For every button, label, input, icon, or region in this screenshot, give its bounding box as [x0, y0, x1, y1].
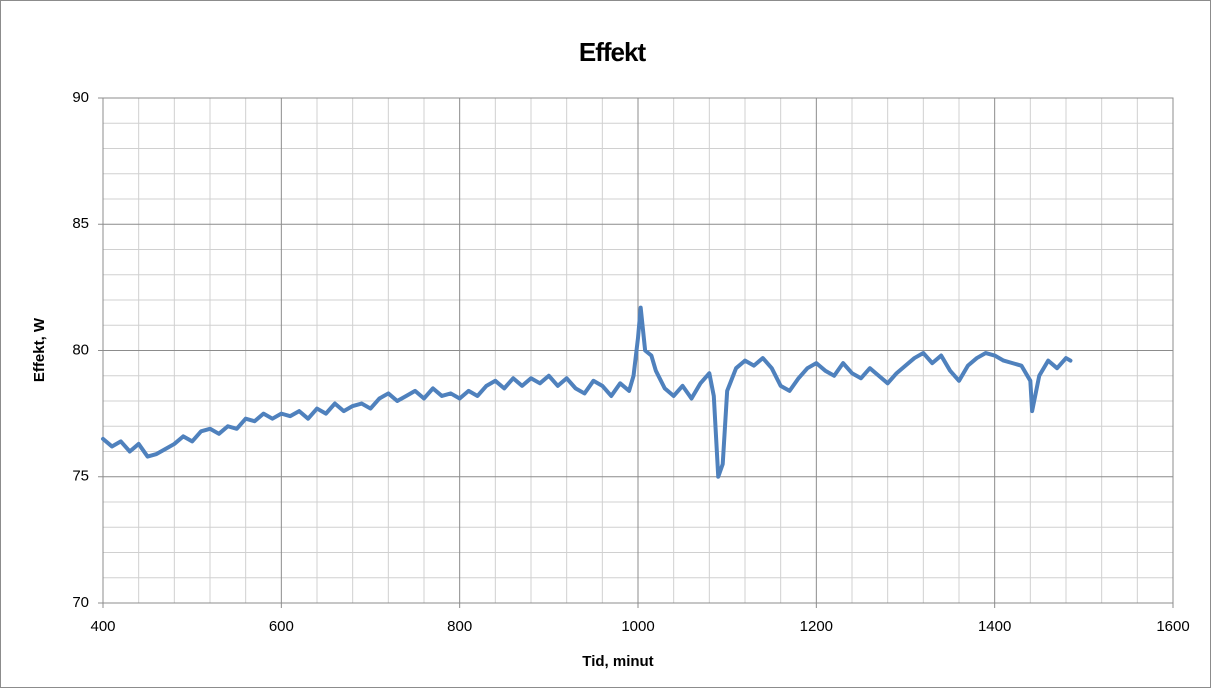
x-tick-label: 600: [269, 618, 294, 635]
x-tick-label: 1000: [621, 618, 654, 635]
plot-border: [102, 97, 1174, 604]
y-tick-label: 75: [72, 468, 89, 485]
x-tick-label: 800: [447, 618, 472, 635]
y-tick-label: 80: [72, 341, 89, 358]
chart-title: Effekt: [579, 37, 647, 67]
y-tick-label: 85: [72, 215, 89, 232]
y-axis-title: Effekt, W: [31, 317, 48, 382]
x-tick-label: 1400: [978, 618, 1011, 635]
y-tick-label: 90: [72, 89, 89, 106]
x-tick-label: 1200: [800, 618, 833, 635]
y-tick-label: 70: [72, 594, 89, 611]
x-axis-title: Tid, minut: [582, 653, 653, 670]
x-tick-label: 1600: [1156, 618, 1189, 635]
data-line: [101, 305, 1073, 479]
x-tick-label: 400: [90, 618, 115, 635]
